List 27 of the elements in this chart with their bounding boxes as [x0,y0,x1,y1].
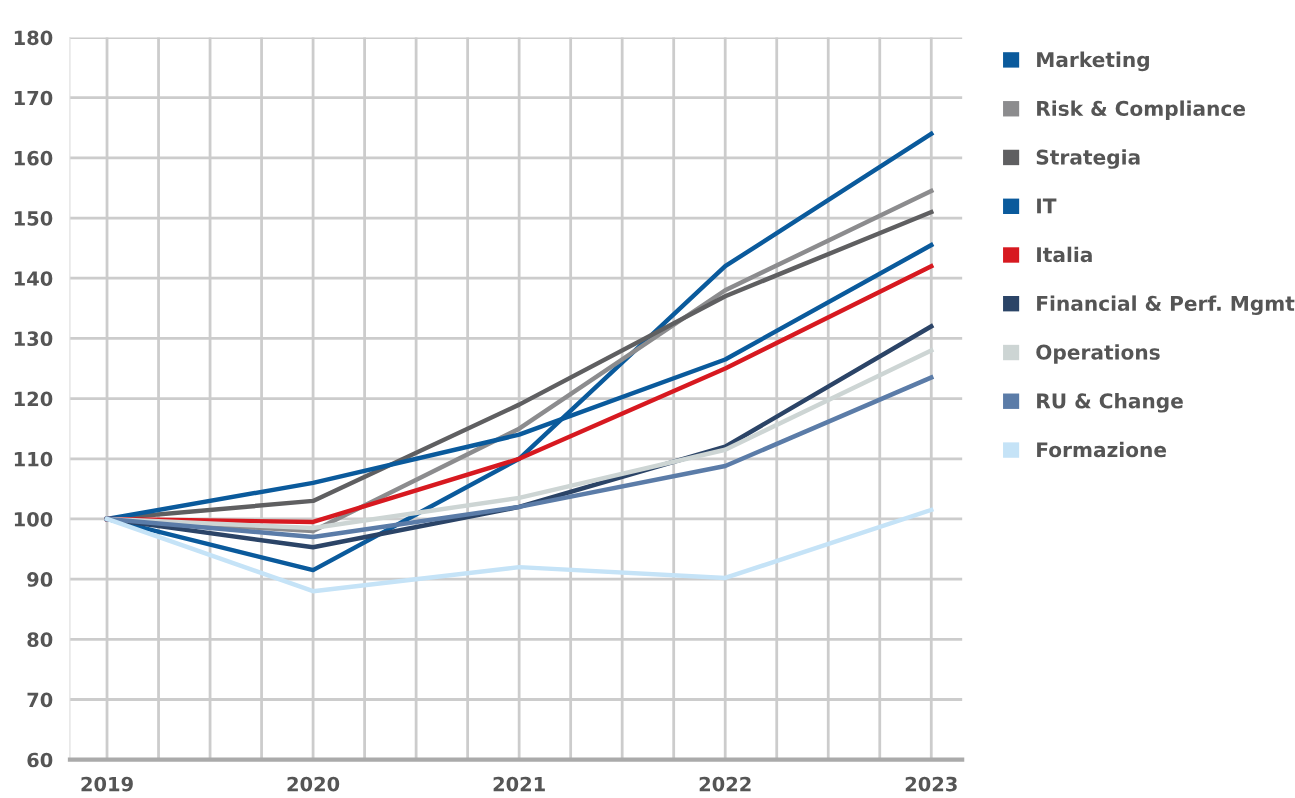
x-tick-label: 2021 [493,776,545,792]
legend-label: Formazione [1037,441,1167,458]
legend-label: Operations [1036,344,1160,364]
y-tick-label: 90 [27,572,53,587]
x-tick-label: 2019 [81,776,133,792]
x-tick-label: 2022 [699,776,751,792]
legend-label: Financial & Perf. Mgmt [1037,295,1295,316]
y-tick-label: 130 [14,331,53,347]
y-tick-label: 70 [27,692,53,708]
y-tick-label: 100 [14,511,53,527]
y-tick-label: 60 [27,752,53,768]
legend-label: RU & Change [1037,392,1183,413]
y-tick-label: 80 [27,632,53,647]
legend-label: Italia [1037,246,1092,263]
y-tick-label: 180 [14,30,53,46]
legend-label: Risk & Compliance [1037,100,1246,120]
x-tick-label: 2020 [287,776,340,792]
legend-label: IT [1037,198,1057,214]
y-tick-label: 150 [14,211,53,226]
y-tick-label: 170 [14,90,53,106]
legend-label: Marketing [1037,51,1149,72]
x-tick-label: 2023 [905,776,957,792]
y-tick-label: 140 [14,271,53,286]
legend-label: Strategia [1036,149,1140,169]
y-tick-label: 120 [14,391,53,407]
y-tick-label: 160 [14,150,53,166]
y-tick-label: 110 [14,451,53,467]
